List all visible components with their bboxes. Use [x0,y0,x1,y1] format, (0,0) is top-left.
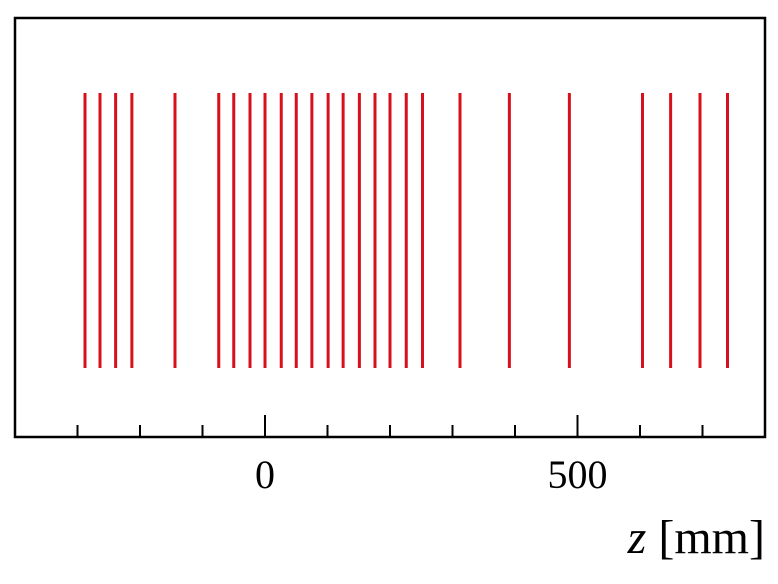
x-axis-symbol: z [627,511,647,564]
x-tick-label: 0 [255,452,275,497]
x-axis-label: z [mm] [627,511,765,564]
x-axis-unit: [mm] [658,511,765,564]
x-tick-label: 500 [548,452,608,497]
